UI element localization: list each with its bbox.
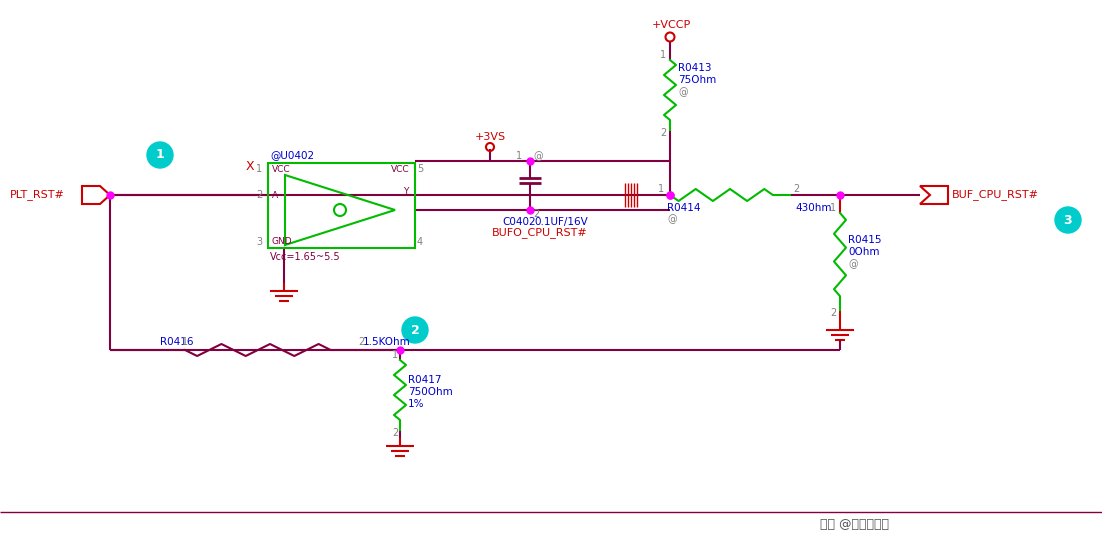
Text: R0415: R0415 (849, 235, 882, 245)
Text: @U0402: @U0402 (270, 150, 314, 160)
Circle shape (1055, 207, 1081, 233)
Text: 2: 2 (793, 184, 799, 194)
Text: R0413: R0413 (678, 63, 712, 73)
Text: 3: 3 (256, 237, 262, 247)
Text: GND: GND (272, 238, 293, 246)
Text: VCC: VCC (391, 165, 410, 173)
Text: 5: 5 (417, 164, 423, 174)
Text: 1: 1 (660, 50, 666, 60)
Text: R0417: R0417 (408, 375, 442, 385)
Text: A: A (272, 191, 278, 199)
Text: 1: 1 (658, 184, 665, 194)
Text: @: @ (533, 151, 542, 161)
Text: 0.1UF/16V: 0.1UF/16V (534, 217, 587, 227)
Text: @: @ (667, 214, 677, 224)
Text: VCC: VCC (272, 165, 291, 173)
Text: BUFO_CPU_RST#: BUFO_CPU_RST# (491, 227, 587, 239)
Text: 1: 1 (516, 151, 522, 161)
Text: 2: 2 (256, 190, 262, 200)
Text: 430hm: 430hm (795, 203, 832, 213)
Text: 2: 2 (358, 337, 365, 347)
Text: 1.5KOhm: 1.5KOhm (363, 337, 411, 347)
Circle shape (147, 142, 173, 168)
Text: PLT_RST#: PLT_RST# (10, 190, 65, 200)
Text: @: @ (678, 87, 688, 97)
Text: 1%: 1% (408, 399, 424, 409)
Text: 头条 @跟我学电脑: 头条 @跟我学电脑 (820, 518, 889, 531)
Text: 2: 2 (533, 209, 539, 219)
Text: 75Ohm: 75Ohm (678, 75, 716, 85)
Text: +3VS: +3VS (475, 132, 506, 142)
Text: 1: 1 (182, 337, 188, 347)
Bar (268, 163, 415, 248)
Text: 0Ohm: 0Ohm (849, 247, 879, 257)
Text: 750Ohm: 750Ohm (408, 387, 453, 397)
Text: 3: 3 (1063, 213, 1072, 226)
Text: 4: 4 (417, 237, 423, 247)
Text: Vcc=1.65~5.5: Vcc=1.65~5.5 (270, 252, 341, 262)
Text: 1: 1 (256, 164, 262, 174)
Text: @: @ (849, 259, 857, 269)
Text: 2: 2 (392, 428, 398, 438)
Text: 2: 2 (660, 128, 667, 138)
Text: R0414: R0414 (667, 203, 701, 213)
Text: X: X (246, 159, 255, 172)
Text: BUF_CPU_RST#: BUF_CPU_RST# (952, 190, 1039, 200)
Text: +VCCP: +VCCP (652, 20, 691, 30)
Circle shape (402, 317, 428, 343)
Text: R0416: R0416 (160, 337, 194, 347)
Text: 2: 2 (411, 323, 420, 336)
Text: 1: 1 (392, 350, 398, 360)
Text: 1: 1 (830, 203, 836, 213)
Text: C0402: C0402 (503, 217, 536, 227)
Text: 2: 2 (830, 308, 836, 318)
Text: Y: Y (403, 187, 409, 197)
Text: 1: 1 (155, 148, 164, 161)
